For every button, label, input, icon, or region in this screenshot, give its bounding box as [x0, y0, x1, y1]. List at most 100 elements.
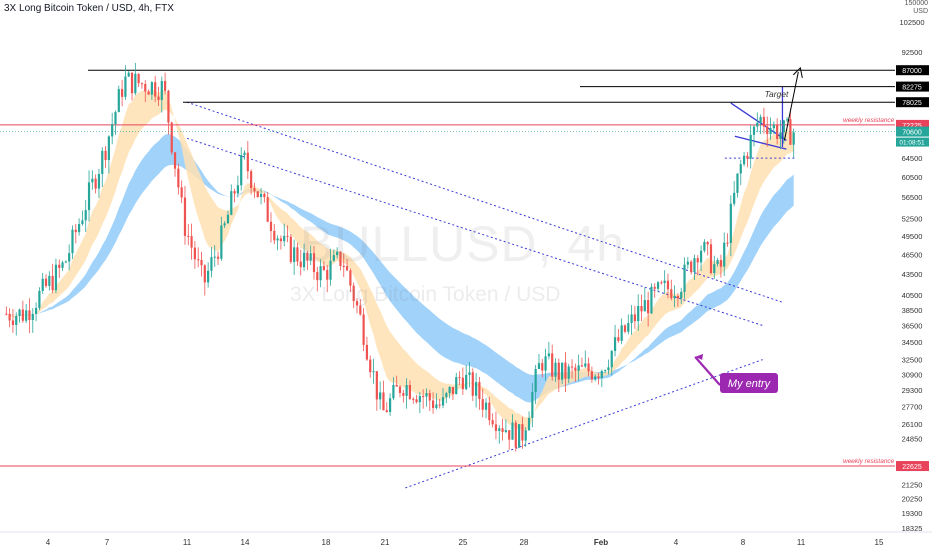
candle-body — [197, 259, 200, 261]
candle-body — [709, 244, 713, 274]
price-tag-72225: 72225 — [902, 123, 922, 130]
candle-body — [782, 120, 785, 133]
entry-label-box[interactable] — [720, 373, 778, 393]
candle-body — [564, 362, 567, 379]
candle-body — [408, 384, 412, 399]
candle-body — [388, 398, 392, 412]
candle-body — [498, 428, 501, 431]
y-tick-label: 19300 — [902, 509, 923, 518]
candle-body — [468, 372, 471, 375]
candle-body — [150, 82, 153, 95]
symbol-watermark: BULLUSD, 4h — [300, 216, 626, 272]
x-tick-label: Feb — [594, 538, 608, 547]
candle-body — [762, 116, 766, 127]
candle-body — [749, 134, 752, 159]
candle-body — [392, 384, 395, 399]
candle-body — [690, 261, 693, 273]
candle-body — [431, 400, 435, 409]
x-tick-label: 4 — [674, 538, 679, 547]
target-label: Target — [765, 89, 789, 99]
candle-body — [97, 174, 101, 189]
candle-body — [547, 353, 550, 357]
candle-body — [230, 191, 233, 215]
candle-body — [326, 269, 329, 280]
candle-body — [508, 430, 511, 440]
candle-body — [44, 278, 48, 286]
price-tag-78025: 78025 — [902, 100, 922, 107]
candle-body — [207, 270, 210, 283]
candle-body — [412, 398, 415, 400]
candle-body — [643, 300, 646, 312]
candle-body — [51, 275, 54, 291]
candle-body — [428, 393, 431, 401]
candle-body — [322, 266, 326, 270]
candle-body — [369, 359, 372, 373]
candle-body — [494, 424, 498, 431]
projection-arrow[interactable] — [783, 71, 799, 141]
candle-body — [729, 203, 732, 244]
downtrend-line-upper[interactable] — [186, 101, 783, 303]
x-tick-label: 14 — [241, 538, 250, 547]
candle-body — [342, 265, 345, 267]
candle-body — [471, 372, 474, 396]
bar-countdown: 01:08:51 — [899, 140, 925, 147]
uptrend-line[interactable] — [405, 359, 763, 489]
entry-label: My entry — [728, 378, 772, 390]
candle-body — [699, 250, 703, 263]
candle-body — [91, 178, 94, 183]
candle-body — [511, 422, 514, 440]
candle-body — [570, 366, 574, 368]
candle-body — [276, 238, 279, 241]
candle-body — [527, 417, 531, 431]
candle-body — [18, 309, 21, 317]
downtrend-line-lower[interactable] — [186, 137, 763, 326]
candle-body — [223, 223, 226, 226]
candle-body — [630, 314, 633, 324]
price-axis — [895, 0, 930, 550]
y-tick-label: 18325 — [902, 524, 923, 533]
weekly-resistance-top-label: weekly resistance — [843, 117, 895, 124]
candle-body — [650, 286, 653, 314]
candle-body — [739, 164, 742, 174]
candle-body — [87, 182, 91, 211]
candle-body — [349, 270, 352, 286]
candle-body — [448, 386, 451, 394]
candle-body — [742, 155, 746, 165]
y-tick-label: 34500 — [902, 338, 923, 347]
candle-body — [445, 393, 448, 398]
candle-body — [637, 306, 640, 322]
candle-body — [193, 247, 196, 260]
candle-body — [279, 238, 283, 242]
price-tag-bg — [896, 97, 929, 108]
entry-arrow-line[interactable] — [694, 356, 721, 386]
candle-body — [253, 188, 256, 192]
y-tick-label: 46500 — [902, 250, 923, 259]
candle-body — [587, 363, 590, 372]
currency-unit: USD — [913, 8, 928, 15]
current-price-bg — [896, 126, 929, 137]
candle-body — [425, 393, 428, 397]
candle-body — [666, 280, 670, 290]
candle-body — [41, 278, 44, 291]
candle-body — [405, 384, 408, 396]
y-tick-label: 29300 — [902, 386, 923, 395]
candle-body — [117, 89, 120, 113]
candle-body — [733, 192, 736, 204]
candle-body — [647, 300, 650, 314]
pennant-lower-line[interactable] — [734, 135, 787, 150]
candle-body — [534, 368, 537, 393]
y-tick-label: 52500 — [902, 215, 923, 224]
candle-body — [269, 221, 273, 232]
candle-body — [723, 242, 726, 267]
price-tag-82275: 82275 — [902, 85, 922, 92]
candle-body — [623, 325, 627, 332]
y-tick-label: 56500 — [902, 193, 923, 202]
y-tick-label: 21250 — [902, 480, 923, 489]
candle-body — [5, 313, 8, 315]
candle-body — [8, 313, 11, 321]
candle-body — [779, 132, 782, 139]
y-tick-label: 38500 — [902, 306, 923, 315]
x-tick-label: 7 — [105, 538, 110, 547]
candle-body — [491, 420, 494, 425]
